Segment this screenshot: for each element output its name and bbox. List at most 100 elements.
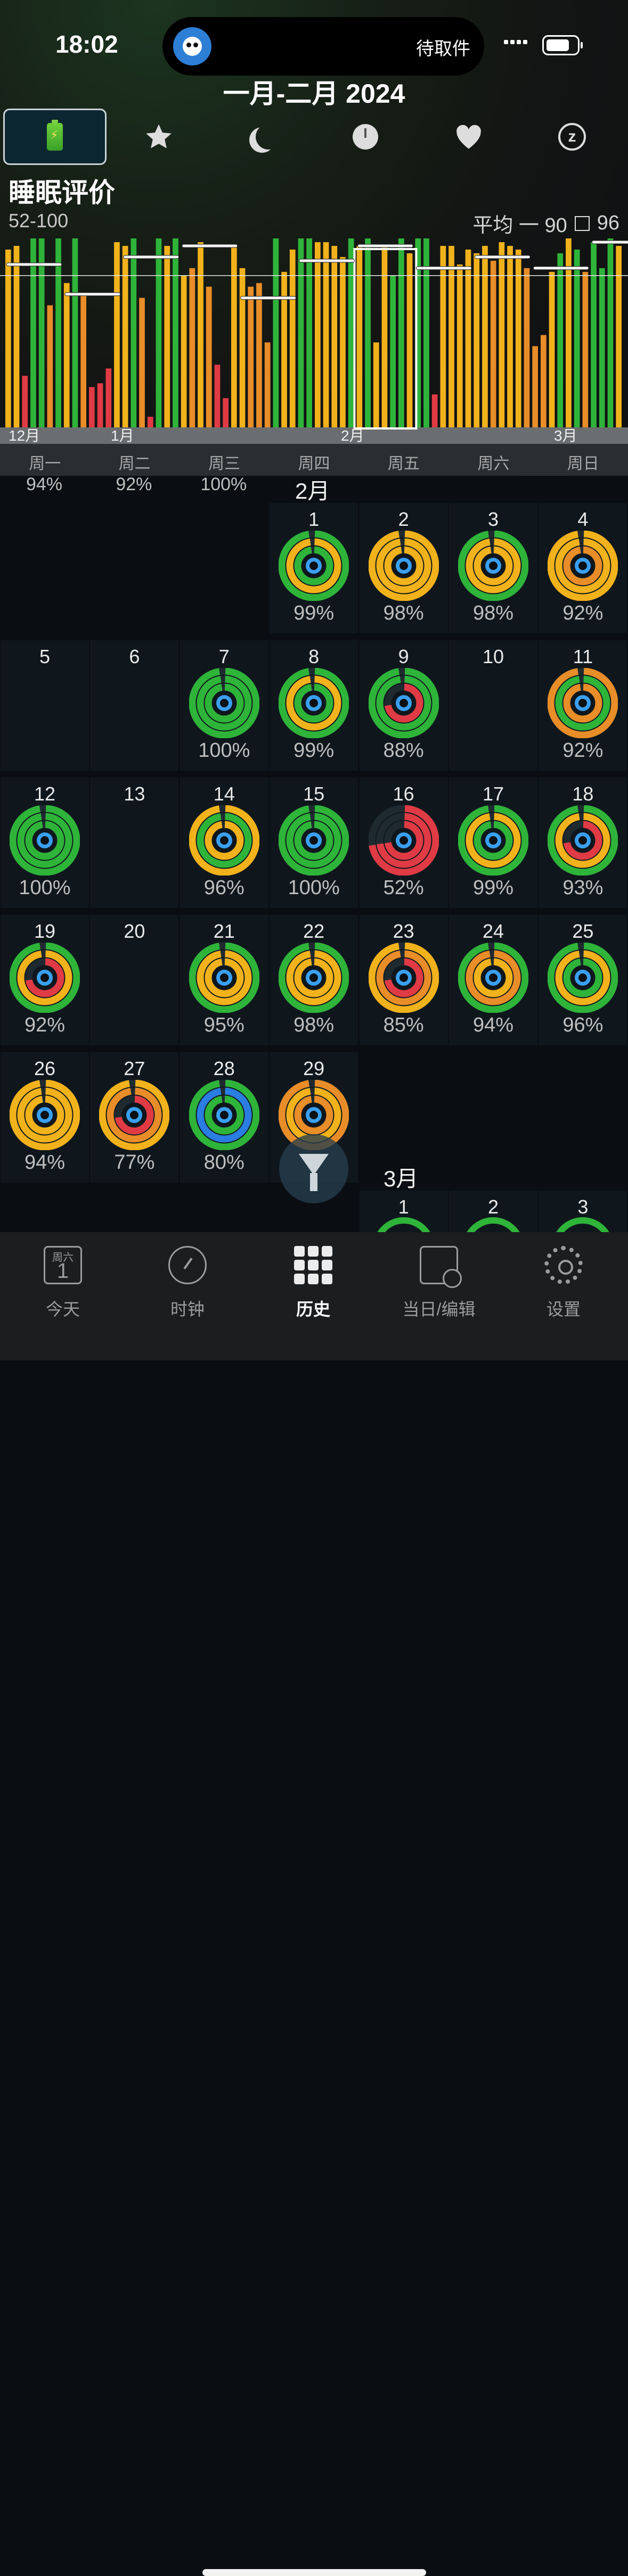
day-score: 98% (472, 602, 514, 624)
tab-label: 时钟 (170, 1300, 205, 1319)
day-cell[interactable]: 14 96% (180, 778, 268, 908)
chart-bar (406, 253, 413, 427)
day-number: 16 (393, 783, 414, 805)
day-number: 23 (393, 920, 414, 942)
tab-moon[interactable] (211, 109, 313, 165)
day-cell[interactable]: 27 77% (90, 1052, 179, 1183)
day-cell[interactable]: 6 (90, 640, 179, 771)
day-number: 21 (213, 920, 235, 942)
day-number: 10 (482, 646, 504, 667)
day-score: 88% (383, 739, 424, 762)
day-cell[interactable]: 1 (359, 1191, 448, 1232)
chart-bar (549, 271, 555, 427)
ring-arc (458, 943, 528, 1013)
chart-bar (5, 249, 11, 427)
chart-bar (440, 246, 446, 427)
ring-arc (279, 668, 349, 738)
day-cell[interactable]: 2 98% (359, 503, 448, 633)
chart-bar (105, 368, 112, 427)
day-cell[interactable]: 3 (539, 1191, 627, 1232)
day-cell[interactable]: 7 100% (180, 640, 268, 771)
ring-arc (205, 683, 244, 723)
dynamic-island[interactable]: 待取件 (162, 17, 484, 76)
chart-bar (524, 268, 530, 427)
day-cell[interactable]: 21 95% (180, 915, 268, 1045)
week-average-marker (533, 266, 589, 270)
tab-heart[interactable] (418, 109, 520, 165)
tab-clock-view[interactable]: 时钟 (134, 1239, 241, 1319)
chart-bar (256, 283, 262, 428)
calendar-grid: 94% 92% 100% 2月 1 99% 2 98% 3 98% 4 92% 5 6 7 100% 8 99% 9… (0, 476, 628, 1232)
day-cell[interactable]: 20 (90, 915, 179, 1045)
tab-settings[interactable]: 设置 (510, 1239, 617, 1319)
day-cell[interactable]: 3 98% (449, 503, 537, 633)
day-cell[interactable]: 22 98% (270, 915, 358, 1045)
day-number: 29 (303, 1058, 325, 1079)
day-score: 52% (383, 877, 424, 899)
ring-arc (368, 943, 439, 1013)
weekday-label: 周五 (387, 455, 420, 473)
ring-arc (376, 538, 431, 593)
week-average-marker (415, 266, 472, 270)
day-score: 99% (293, 739, 335, 762)
chart-bar (348, 238, 354, 427)
week-average-marker (357, 244, 413, 248)
tab-star[interactable] (108, 109, 210, 165)
week-average-marker (299, 259, 355, 263)
day-cell[interactable]: 18 93% (539, 778, 627, 908)
chart-bar (323, 242, 329, 427)
day-score: 99% (472, 877, 514, 899)
week-highlight[interactable] (353, 248, 418, 430)
day-cell[interactable]: 26 94% (1, 1052, 89, 1183)
day-cell[interactable]: 1 99% (270, 503, 358, 633)
chart-bar (390, 275, 396, 427)
sleep-rings-icon (458, 805, 528, 876)
ring-arc (368, 531, 439, 601)
day-cell[interactable]: 8 99% (270, 640, 358, 771)
day-cell[interactable]: 17 99% (449, 778, 537, 908)
day-cell[interactable]: 13 (90, 778, 179, 908)
moon-icon (256, 124, 281, 150)
chart-bar (431, 394, 438, 427)
ring-peek-icon (462, 1217, 524, 1232)
average-legend: 平均 一 90 96 (472, 209, 619, 238)
day-cell[interactable]: 23 85% (359, 915, 448, 1045)
tab-clock[interactable] (314, 109, 417, 165)
chart-bar (55, 238, 61, 427)
day-cell[interactable]: 2 (449, 1191, 537, 1232)
chart-bar (448, 246, 454, 427)
day-cell[interactable]: 9 88% (359, 640, 448, 771)
tab-history[interactable]: 历史 (260, 1239, 366, 1319)
day-cell[interactable]: 15 100% (270, 778, 358, 908)
day-cell[interactable]: 24 94% (449, 915, 537, 1045)
tab-bar: 周六 1 今天 时钟 历史 当日/编辑 设置 (0, 1232, 628, 2576)
chart-bar (616, 246, 622, 427)
chart-bar (189, 268, 195, 427)
month-label: 2月 (295, 478, 330, 503)
sleep-score-chart[interactable]: 12月 1月 2月 3月 (0, 234, 628, 444)
tab-z[interactable]: z (521, 109, 623, 165)
day-cell[interactable]: 11 92% (539, 640, 627, 771)
battery-icon (47, 120, 63, 151)
day-cell[interactable]: 5 (1, 640, 89, 771)
day-number: 1 (308, 508, 320, 530)
month-tick-label: 2月 (341, 427, 364, 444)
filter-button[interactable] (279, 1134, 348, 1203)
weekday-label: 周三 (208, 455, 241, 473)
chart-bar (72, 238, 78, 427)
day-cell[interactable]: 25 96% (539, 915, 627, 1045)
day-cell[interactable]: 12 100% (1, 778, 89, 908)
sleep-rings-icon (548, 531, 618, 601)
day-cell[interactable]: 19 92% (1, 915, 89, 1045)
tab-battery[interactable] (3, 109, 107, 165)
tab-today[interactable]: 周六 1 今天 (10, 1239, 116, 1319)
tab-label: 当日/编辑 (402, 1300, 476, 1319)
tab-day-edit[interactable]: 当日/编辑 (386, 1239, 492, 1319)
chart-bar (231, 246, 237, 427)
day-cell[interactable]: 16 52% (359, 778, 448, 908)
z-icon: z (558, 123, 586, 151)
day-cell[interactable]: 28 80% (180, 1052, 268, 1183)
day-cell[interactable]: 10 (449, 640, 537, 771)
day-cell[interactable]: 4 92% (539, 503, 627, 633)
chart-bar (306, 238, 312, 427)
